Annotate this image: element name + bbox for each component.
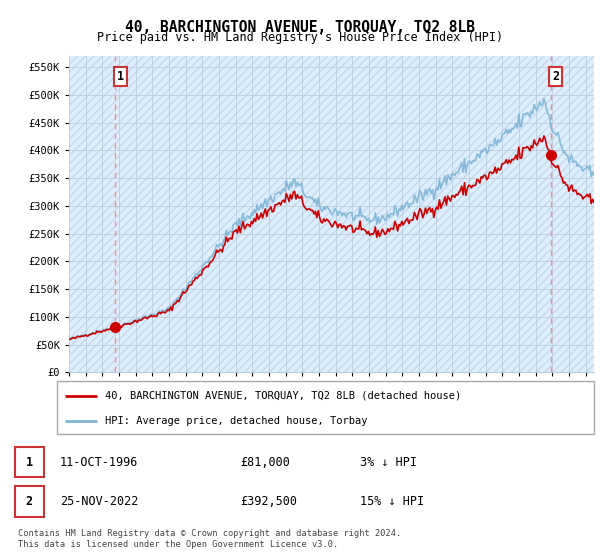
- Text: 2: 2: [26, 494, 33, 508]
- Text: HPI: Average price, detached house, Torbay: HPI: Average price, detached house, Torb…: [106, 416, 368, 426]
- Text: £81,000: £81,000: [240, 455, 290, 469]
- Text: £392,500: £392,500: [240, 494, 297, 508]
- Text: 3% ↓ HPI: 3% ↓ HPI: [360, 455, 417, 469]
- Text: 11-OCT-1996: 11-OCT-1996: [60, 455, 139, 469]
- FancyBboxPatch shape: [57, 381, 594, 434]
- Text: 15% ↓ HPI: 15% ↓ HPI: [360, 494, 424, 508]
- Text: 1: 1: [117, 70, 124, 83]
- Text: Price paid vs. HM Land Registry's House Price Index (HPI): Price paid vs. HM Land Registry's House …: [97, 31, 503, 44]
- Text: 25-NOV-2022: 25-NOV-2022: [60, 494, 139, 508]
- Text: 1: 1: [26, 455, 33, 469]
- Text: 2: 2: [553, 70, 559, 83]
- Text: 40, BARCHINGTON AVENUE, TORQUAY, TQ2 8LB: 40, BARCHINGTON AVENUE, TORQUAY, TQ2 8LB: [125, 20, 475, 35]
- Text: Contains HM Land Registry data © Crown copyright and database right 2024.
This d: Contains HM Land Registry data © Crown c…: [18, 529, 401, 549]
- Text: 40, BARCHINGTON AVENUE, TORQUAY, TQ2 8LB (detached house): 40, BARCHINGTON AVENUE, TORQUAY, TQ2 8LB…: [106, 391, 461, 401]
